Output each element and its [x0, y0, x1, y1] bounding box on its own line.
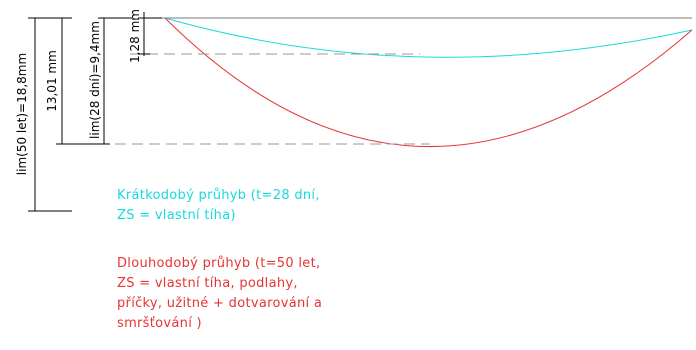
- short-term-legend-line: Krátkodobý průhyb (t=28 dní,: [117, 188, 320, 203]
- dimension-short-term: [138, 12, 162, 56]
- long-term-legend-line: smršťování ): [117, 316, 202, 331]
- dimension-lim-50-label: lim(50 let)=18,8mm: [15, 53, 29, 175]
- long-term-legend-line: ZS = vlastní tíha, podlahy,: [117, 276, 298, 291]
- dimension-short-term-label: 1,28 mm: [128, 9, 142, 63]
- long-term-legend-line: Dlouhodobý průhyb (t=50 let,: [117, 256, 321, 271]
- dimension-lim-50: [28, 17, 72, 212]
- short-term-deflection-curve: [164, 17, 693, 58]
- short-term-legend-line: ZS = vlastní tíha): [117, 208, 236, 223]
- dimension-lim-28: [98, 17, 132, 144]
- short-term-legend: Krátkodobý průhyb (t=28 dní, ZS = vlastn…: [117, 186, 320, 226]
- long-term-legend: Dlouhodobý průhyb (t=50 let, ZS = vlastn…: [117, 254, 322, 334]
- long-term-legend-line: příčky, užitné + dotvarování a: [117, 296, 323, 311]
- long-term-deflection-curve: [164, 17, 693, 147]
- dimension-lim-28-label: lim(28 dní)=9,4mm: [88, 21, 102, 139]
- dimension-long-term: [56, 18, 110, 145]
- dimension-long-term-label: 13,01 mm: [45, 50, 59, 112]
